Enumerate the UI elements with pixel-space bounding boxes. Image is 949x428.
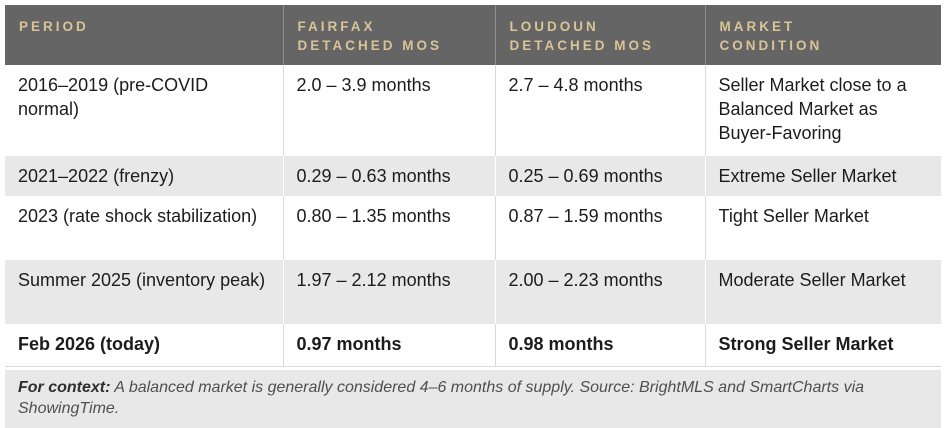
page: PERIOD FAIRFAX DETACHED MOS LOUDOUN DETA…	[5, 5, 941, 428]
footnote-text: A balanced market is generally considere…	[18, 378, 865, 417]
fairfax-mos-cell: 0.29 – 0.63 months	[282, 156, 495, 196]
column-header-label: FAIRFAX	[297, 19, 376, 34]
footnote-label: For context:	[18, 378, 111, 396]
loudoun-mos-cell: 2.7 – 4.8 months	[494, 65, 705, 156]
period-cell: 2021–2022 (frenzy)	[5, 156, 283, 196]
period-cell: Summer 2025 (inventory peak)	[5, 260, 283, 324]
column-header-label: PERIOD	[19, 19, 89, 34]
context-footnote: For context: A balanced market is genera…	[5, 369, 941, 428]
table-header: PERIOD FAIRFAX DETACHED MOS LOUDOUN DETA…	[5, 5, 941, 65]
period-cell: Feb 2026 (today)	[5, 324, 283, 367]
column-header-label: CONDITION	[719, 38, 823, 53]
column-header-loudoun-detached-mos: LOUDOUN DETACHED MOS	[494, 5, 705, 65]
market-condition-cell: Strong Seller Market	[704, 324, 941, 367]
market-condition-cell: Extreme Seller Market	[704, 156, 941, 196]
table-row-2021-2022: 2021–2022 (frenzy) 0.29 – 0.63 months 0.…	[5, 156, 941, 196]
table-body: 2016–2019 (pre-COVID normal) 2.0 – 3.9 m…	[5, 65, 941, 367]
fairfax-mos-cell: 0.97 months	[282, 324, 495, 367]
column-header-label: MARKET	[719, 19, 796, 34]
period-cell: 2016–2019 (pre-COVID normal)	[5, 65, 283, 156]
market-condition-cell: Tight Seller Market	[704, 196, 941, 260]
column-header-fairfax-detached-mos: FAIRFAX DETACHED MOS	[282, 5, 495, 65]
column-header-label: DETACHED MOS	[509, 38, 655, 53]
loudoun-mos-cell: 0.98 months	[494, 324, 705, 367]
loudoun-mos-cell: 0.87 – 1.59 months	[494, 196, 705, 260]
fairfax-mos-cell: 1.97 – 2.12 months	[282, 260, 495, 324]
market-condition-cell: Seller Market close to a Balanced Market…	[704, 65, 941, 156]
header-row: PERIOD FAIRFAX DETACHED MOS LOUDOUN DETA…	[5, 5, 941, 65]
column-header-label: DETACHED MOS	[297, 38, 443, 53]
market-condition-cell: Moderate Seller Market	[704, 260, 941, 324]
fairfax-mos-cell: 0.80 – 1.35 months	[282, 196, 495, 260]
table-row-2023: 2023 (rate shock stabilization) 0.80 – 1…	[5, 196, 941, 260]
table-row-2016-2019: 2016–2019 (pre-COVID normal) 2.0 – 3.9 m…	[5, 65, 941, 156]
months-of-supply-table: PERIOD FAIRFAX DETACHED MOS LOUDOUN DETA…	[5, 5, 941, 367]
table-row-feb-2026: Feb 2026 (today) 0.97 months 0.98 months…	[5, 324, 941, 367]
table-row-summer-2025: Summer 2025 (inventory peak) 1.97 – 2.12…	[5, 260, 941, 324]
column-header-label: LOUDOUN	[509, 19, 599, 34]
period-cell: 2023 (rate shock stabilization)	[5, 196, 283, 260]
fairfax-mos-cell: 2.0 – 3.9 months	[282, 65, 495, 156]
loudoun-mos-cell: 0.25 – 0.69 months	[494, 156, 705, 196]
column-header-market-condition: MARKET CONDITION	[704, 5, 941, 65]
loudoun-mos-cell: 2.00 – 2.23 months	[494, 260, 705, 324]
column-header-period: PERIOD	[5, 5, 283, 65]
